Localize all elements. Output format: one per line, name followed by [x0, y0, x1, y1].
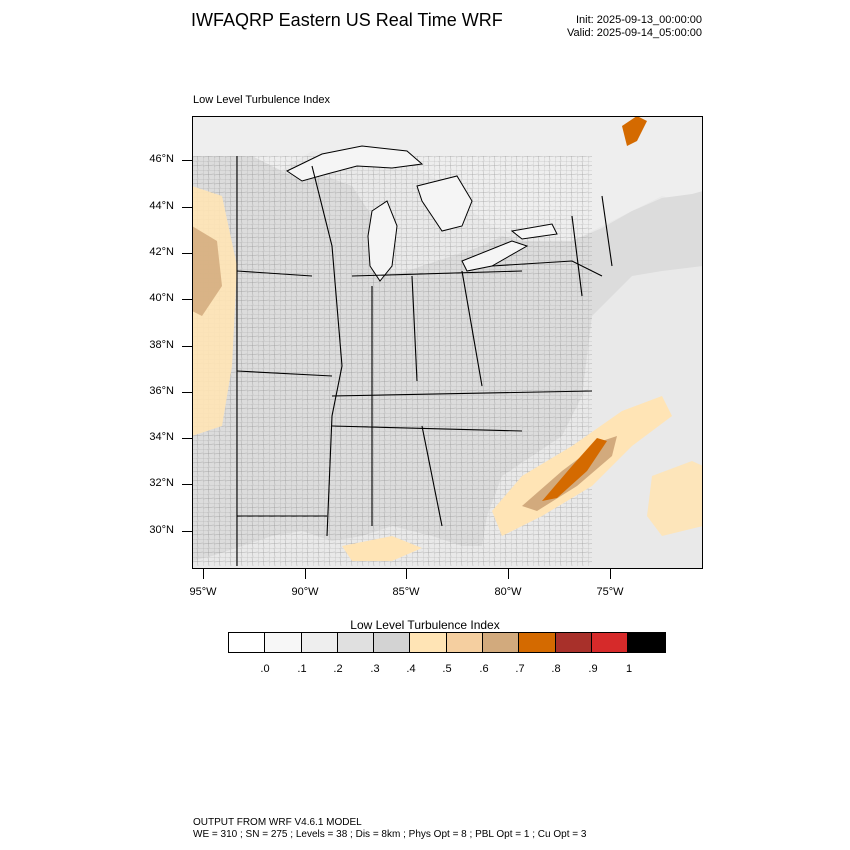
lat-tick [182, 484, 192, 485]
lake-huron [416, 175, 473, 232]
init-valid-times: Init: 2025-09-13_00:00:00 Valid: 2025-09… [567, 14, 702, 40]
colorbar-label: .8 [551, 663, 561, 675]
lat-tick [182, 531, 192, 532]
colorbar-label: .5 [442, 663, 452, 675]
lake-ontario [510, 223, 558, 240]
colorbar-box [591, 633, 629, 652]
colorbar-label: .0 [260, 663, 270, 675]
init-time: Init: 2025-09-13_00:00:00 [576, 14, 702, 26]
footer-config: WE = 310 ; SN = 275 ; Levels = 38 ; Dis … [193, 829, 587, 840]
colorbar [228, 632, 666, 653]
colorbar-label: .1 [297, 663, 307, 675]
lon-label: 90°W [291, 586, 319, 598]
colorbar-title: Low Level Turbulence Index [350, 618, 500, 632]
lat-tick [182, 438, 192, 439]
colorbar-box [374, 633, 411, 652]
lon-label: 85°W [392, 586, 420, 598]
lat-label: 30°N [149, 524, 174, 536]
footer-model: OUTPUT FROM WRF V4.6.1 MODEL [193, 817, 362, 828]
lat-label: 44°N [149, 200, 174, 212]
turbulence-ocean-core [542, 438, 607, 501]
lat-label: 46°N [149, 153, 174, 165]
colorbar-label: .6 [479, 663, 489, 675]
turbulence-offshore [647, 461, 703, 536]
map-subtitle: Low Level Turbulence Index [193, 94, 330, 106]
lat-tick [182, 253, 192, 254]
state-borders [236, 156, 613, 566]
lake-erie [461, 240, 529, 272]
colorbar-label: .7 [515, 663, 525, 675]
lat-label: 34°N [149, 431, 174, 443]
colorbar-box [446, 633, 484, 652]
colorbar-label: .4 [406, 663, 416, 675]
lon-tick [508, 569, 509, 579]
colorbar-label: .3 [370, 663, 380, 675]
lon-tick [305, 569, 306, 579]
lon-label: 95°W [189, 586, 217, 598]
lat-tick [182, 346, 192, 347]
lat-tick [182, 160, 192, 161]
colorbar-box [519, 633, 556, 652]
colorbar-box [301, 633, 338, 652]
lon-label: 75°W [596, 586, 624, 598]
lat-label: 38°N [149, 339, 174, 351]
lon-tick [406, 569, 407, 579]
turbulence-gulf [342, 536, 422, 561]
colorbar-label: .9 [588, 663, 598, 675]
valid-time: Valid: 2025-09-14_05:00:00 [567, 27, 702, 39]
lat-tick [182, 392, 192, 393]
lat-label: 40°N [149, 292, 174, 304]
turbulence-west-core [192, 226, 222, 316]
lat-label: 42°N [149, 246, 174, 258]
colorbar-box [265, 633, 302, 652]
lon-tick [610, 569, 611, 579]
lat-label: 32°N [149, 477, 174, 489]
lat-label: 36°N [149, 385, 174, 397]
map-frame [192, 116, 703, 569]
lon-tick [203, 569, 204, 579]
lat-tick [182, 207, 192, 208]
lake-michigan [367, 200, 398, 282]
colorbar-box [483, 633, 520, 652]
colorbar-box [555, 633, 592, 652]
turbulence-map [192, 116, 703, 569]
lat-tick [182, 299, 192, 300]
plot-title: IWFAQRP Eastern US Real Time WRF [191, 10, 503, 30]
colorbar-label: 1 [625, 663, 633, 675]
colorbar-box [337, 633, 375, 652]
colorbar-box [628, 633, 665, 652]
lon-label: 80°W [494, 586, 522, 598]
colorbar-label: .2 [333, 663, 343, 675]
colorbar-box [229, 633, 266, 652]
colorbar-box [410, 633, 447, 652]
turbulence-northeast-core [622, 116, 647, 146]
